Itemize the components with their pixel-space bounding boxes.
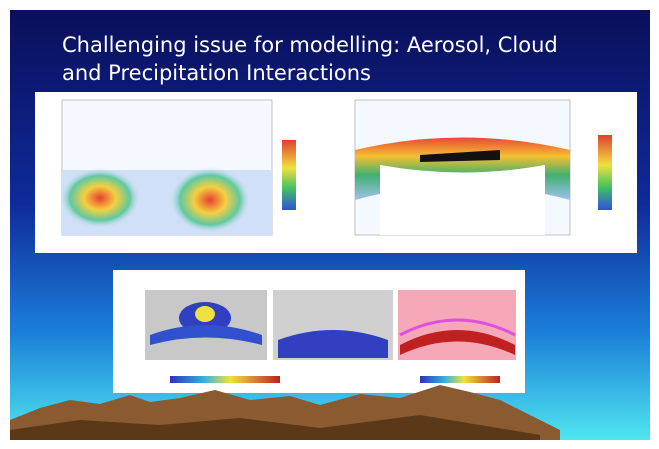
plot-area [398,290,516,360]
colorbar [420,376,500,383]
plot-blob [60,168,140,228]
plot-blank [380,165,545,235]
slide-title: Challenging issue for modelling: Aerosol… [62,33,558,57]
plot-blob [170,167,250,233]
page: Challenging issue for modelling: Aerosol… [0,0,659,449]
slide-title: and Precipitation Interactions [62,61,371,85]
colorbar [170,376,280,383]
plot-blob [195,306,215,322]
colorbar [282,140,296,210]
colorbar [598,135,612,210]
slide: Challenging issue for modelling: Aerosol… [0,0,659,449]
